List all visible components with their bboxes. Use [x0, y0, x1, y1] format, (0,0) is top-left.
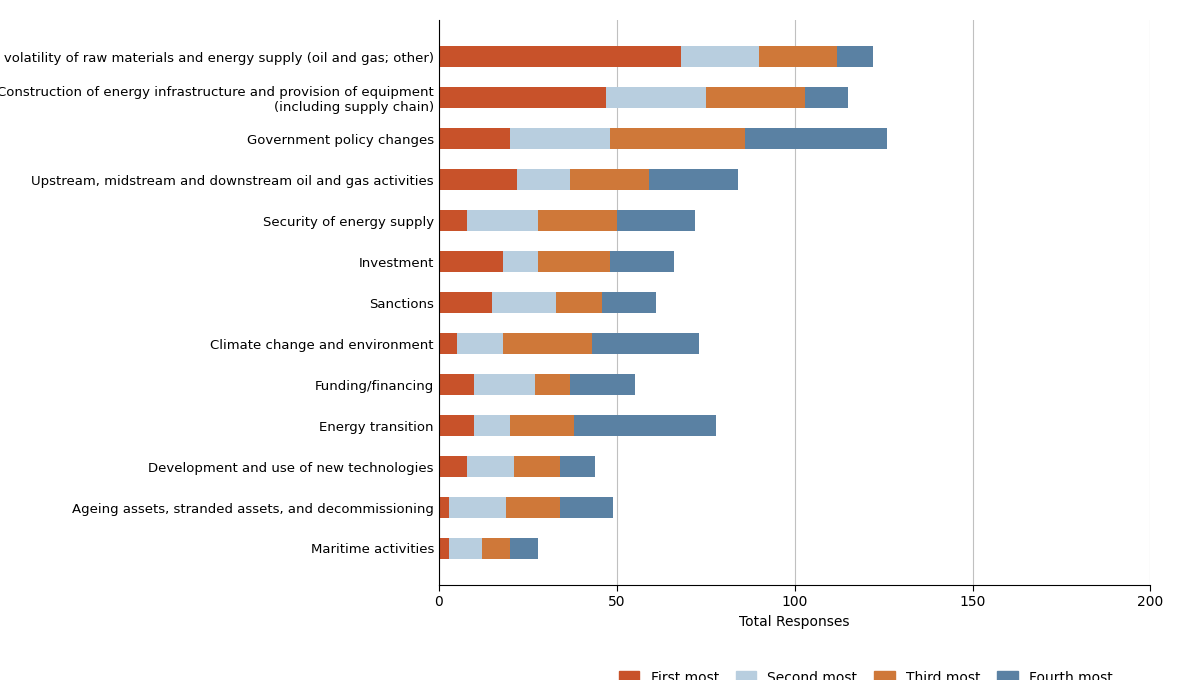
Bar [560, 497, 613, 518]
Bar [467, 456, 514, 477]
Bar [439, 128, 510, 150]
Bar [510, 538, 538, 559]
Bar [610, 128, 745, 150]
Bar [439, 210, 467, 231]
Bar [745, 128, 887, 150]
Bar [706, 87, 805, 108]
Bar [492, 292, 556, 313]
Bar [570, 374, 635, 395]
Bar [439, 169, 517, 190]
Bar [517, 169, 570, 190]
Bar [837, 46, 873, 67]
Bar [610, 251, 674, 272]
X-axis label: Total Responses: Total Responses [739, 615, 850, 629]
Bar [439, 497, 449, 518]
Bar [592, 333, 699, 354]
Bar [439, 251, 503, 272]
Bar [606, 87, 706, 108]
Bar [506, 497, 560, 518]
Bar [514, 456, 560, 477]
Bar [617, 210, 695, 231]
Bar [449, 538, 482, 559]
Bar [759, 46, 837, 67]
Bar [457, 333, 503, 354]
Bar [649, 169, 738, 190]
Bar [602, 292, 656, 313]
Bar [538, 210, 617, 231]
Bar [439, 374, 474, 395]
Bar [439, 415, 474, 436]
Bar [681, 46, 759, 67]
Bar [503, 333, 592, 354]
Bar [439, 538, 449, 559]
Bar [510, 128, 610, 150]
Bar [570, 169, 649, 190]
Bar [574, 415, 716, 436]
Bar [474, 415, 510, 436]
Bar [482, 538, 510, 559]
Bar [439, 87, 606, 108]
Bar [503, 251, 538, 272]
Legend: First most, Second most, Third most, Fourth most: First most, Second most, Third most, Fou… [613, 665, 1118, 680]
Bar [805, 87, 848, 108]
Bar [439, 333, 457, 354]
Bar [439, 292, 492, 313]
Bar [449, 497, 506, 518]
Bar [467, 210, 538, 231]
Bar [439, 456, 467, 477]
Bar [474, 374, 535, 395]
Bar [538, 251, 610, 272]
Bar [560, 456, 595, 477]
Bar [535, 374, 570, 395]
Bar [439, 46, 681, 67]
Bar [510, 415, 574, 436]
Bar [556, 292, 602, 313]
